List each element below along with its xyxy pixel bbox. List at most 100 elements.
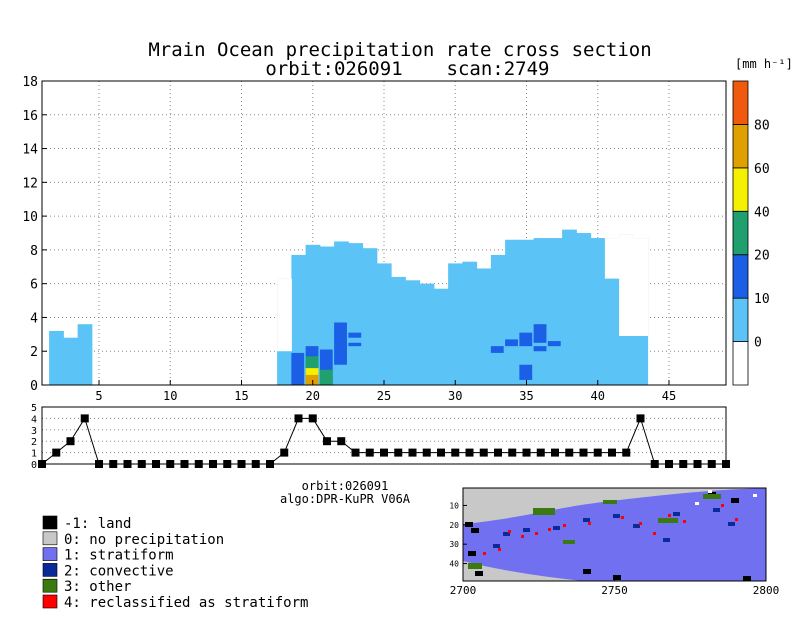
colorbar-label: 0	[754, 336, 762, 351]
flag-marker	[508, 448, 517, 457]
map-reclassified	[563, 524, 566, 527]
flag-marker	[280, 448, 289, 457]
flag-marker	[522, 448, 531, 457]
colorbar-segment	[732, 167, 749, 212]
map-land	[613, 575, 621, 580]
flag-marker	[465, 448, 474, 457]
map-no-precip	[463, 561, 583, 581]
colorbar-label: 10	[754, 292, 770, 307]
map-x-tick-label: 2700	[450, 584, 477, 597]
map-y-tick-label: 30	[449, 540, 459, 549]
rain-cell	[291, 352, 305, 385]
rain-column	[547, 238, 563, 385]
map-reclassified	[588, 522, 591, 525]
rain-column	[433, 288, 449, 385]
map-other	[703, 494, 721, 499]
map-speck	[708, 490, 712, 493]
rain-column	[405, 280, 421, 385]
y-tick-label: 16	[22, 109, 38, 124]
map-x-tick-label: 2800	[753, 584, 780, 597]
rain-column	[376, 263, 392, 385]
rain-column	[505, 239, 520, 385]
map-other	[603, 500, 617, 504]
rain-cell	[319, 369, 333, 385]
legend-swatch	[42, 547, 58, 561]
rain-column	[63, 337, 79, 385]
map-convective	[663, 538, 670, 542]
map-other	[563, 540, 575, 544]
flag-marker	[365, 448, 374, 457]
map-land	[583, 569, 591, 574]
rain-cell	[334, 322, 347, 365]
x-tick-label: 5	[95, 389, 102, 403]
y-tick-label: 8	[30, 244, 38, 259]
map-reclassified	[535, 532, 538, 535]
flag-marker	[337, 437, 346, 446]
flag-marker	[593, 448, 602, 457]
y-tick-label: 18	[22, 75, 38, 90]
map-convective	[728, 522, 735, 526]
colorbar-segment	[732, 254, 749, 299]
map-x-tick-label: 2750	[601, 584, 628, 597]
flag-marker	[66, 437, 75, 446]
flag-marker	[479, 448, 488, 457]
map-reclassified	[668, 514, 671, 517]
rain-gap	[277, 278, 292, 352]
flag-marker	[622, 448, 631, 457]
rain-cell	[490, 346, 504, 353]
map-other	[658, 518, 678, 523]
map-reclassified	[683, 520, 686, 523]
legend-label: 2: convective	[64, 563, 174, 579]
map-land	[475, 571, 483, 576]
cross-section-plot: 5 10 15 20 25 30 35 40 45 0 2 4 6 8 10 12 14 16 18	[22, 75, 727, 403]
rain-cell	[348, 332, 362, 338]
flag-marker	[294, 414, 303, 423]
legend-label: -1: land	[64, 516, 131, 532]
flag-marker	[422, 448, 431, 457]
rain-gap	[633, 238, 649, 337]
map-land	[731, 498, 739, 503]
map-reclassified	[483, 552, 486, 555]
legend-label: 1: stratiform	[64, 548, 174, 564]
flag-marker	[451, 448, 460, 457]
map-convective	[613, 514, 620, 518]
flag-tick-label: 3	[31, 426, 37, 437]
flag-marker	[437, 448, 445, 457]
info-algo: algo:DPR-KuPR V06A	[280, 492, 411, 506]
rain-column	[476, 268, 492, 385]
rain-column	[490, 254, 506, 385]
legend-swatch	[42, 563, 58, 577]
legend-label: 0: no precipitation	[64, 532, 224, 548]
flag-marker	[80, 414, 89, 423]
legend-swatch	[42, 594, 58, 609]
rain-column	[562, 229, 577, 385]
legend-swatch	[42, 515, 58, 530]
colorbar-segment	[732, 124, 749, 169]
flag-marker	[308, 414, 317, 423]
flag-marker	[608, 448, 616, 457]
colorbar-unit: [mm h⁻¹]	[735, 57, 793, 71]
flag-marker	[494, 448, 502, 457]
map-speck	[753, 494, 757, 497]
map-convective	[583, 518, 590, 522]
y-tick-label: 4	[30, 311, 38, 326]
map-reclassified	[508, 530, 511, 533]
rain-cell	[305, 374, 319, 385]
x-tick-label: 25	[377, 389, 391, 403]
map-reclassified	[653, 532, 656, 535]
x-tick-label: 20	[306, 389, 320, 403]
flag-marker	[551, 448, 559, 457]
flag-tick-label: 0	[31, 460, 37, 471]
rain-cell	[348, 342, 362, 347]
flag-marker	[351, 448, 360, 457]
map-stratiform	[463, 488, 766, 581]
map-other	[468, 563, 482, 569]
y-tick-label: 0	[30, 379, 38, 394]
map-convective	[713, 508, 720, 512]
map-land	[743, 576, 751, 581]
map-convective	[553, 526, 560, 530]
rain-column	[291, 254, 307, 385]
rain-column	[448, 263, 463, 385]
